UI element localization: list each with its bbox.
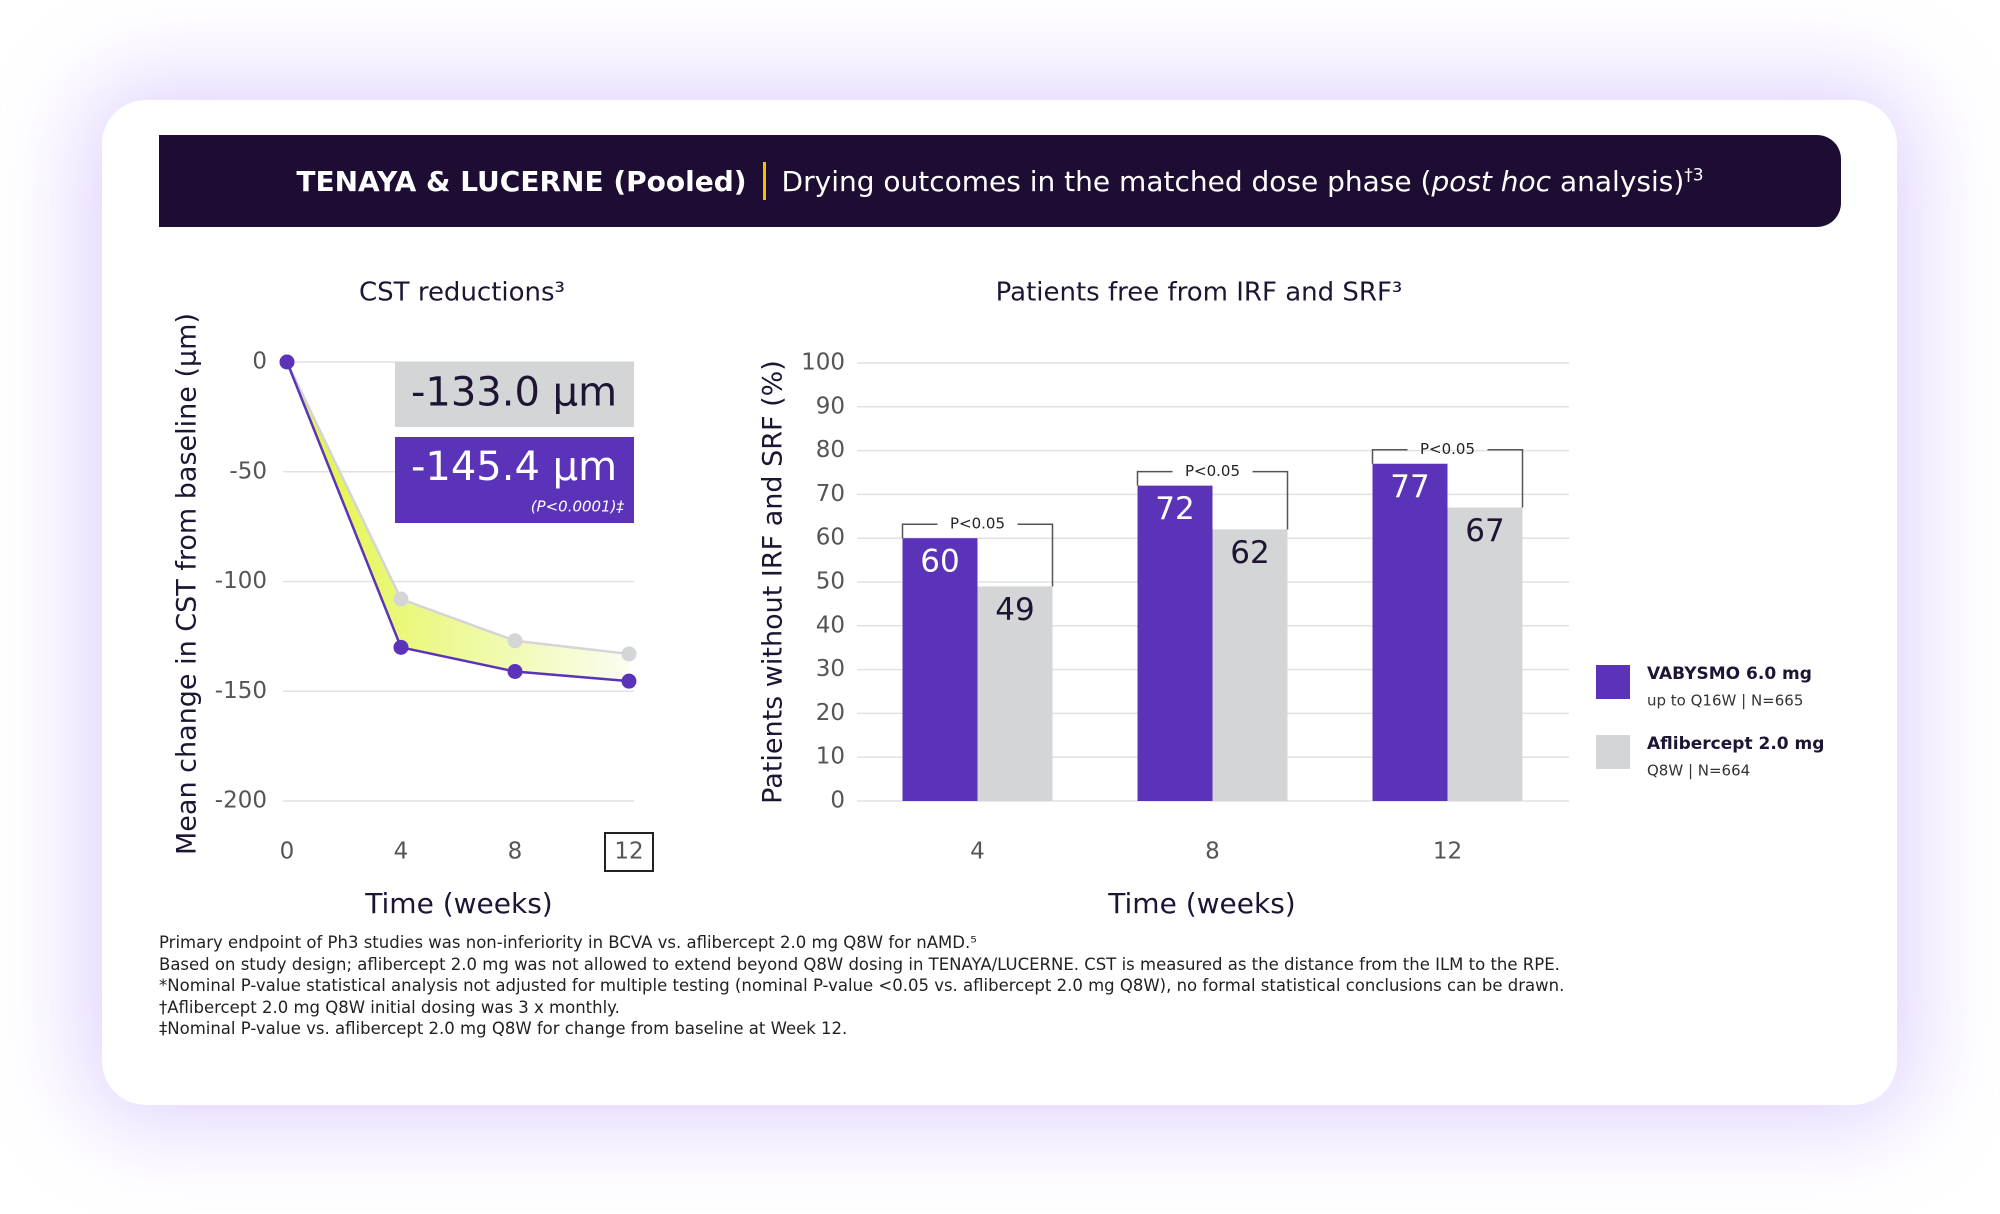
x-tick-label: 12	[1433, 839, 1462, 865]
significance-bracket	[901, 523, 1054, 587]
footnote: Primary endpoint of Ph3 studies was non-…	[159, 933, 977, 952]
footnotes: Primary endpoint of Ph3 studies was non-…	[159, 932, 1564, 1040]
footnote: †Aflibercept 2.0 mg Q8W initial dosing w…	[159, 997, 620, 1017]
y-tick-label: 90	[816, 393, 845, 419]
x-axis-label: Time (weeks)	[364, 887, 552, 920]
data-point	[621, 646, 637, 662]
significance-label: P<0.05	[1185, 462, 1240, 480]
subtitle-italic: post hoc	[1431, 164, 1552, 198]
y-tick-label: -200	[215, 788, 267, 814]
y-tick-label: 10	[816, 744, 845, 770]
bar	[1137, 485, 1213, 801]
y-tick-label: 30	[816, 656, 845, 682]
x-tick-label: 8	[1205, 839, 1220, 865]
data-point	[507, 633, 523, 649]
data-point	[393, 639, 409, 655]
value-label: 60	[920, 544, 959, 580]
subtitle-sup: †3	[1684, 165, 1704, 186]
difference-area	[287, 362, 629, 682]
callout-note: (P<0.0001)‡	[531, 498, 625, 516]
x-tick-label: 8	[508, 839, 523, 865]
bar	[1372, 463, 1448, 801]
y-tick-label: -150	[215, 678, 267, 704]
bar	[1447, 507, 1523, 801]
value-label: 77	[1390, 469, 1429, 505]
y-tick-label: 80	[816, 437, 845, 463]
value-label: 67	[1465, 513, 1504, 549]
y-tick-label: 70	[816, 481, 845, 507]
bar	[977, 586, 1053, 801]
legend-name: VABYSMO 6.0 mg	[1647, 664, 1812, 684]
bar	[1212, 529, 1288, 801]
y-tick-label: -50	[229, 458, 267, 484]
legend-description: Q8W | N=664	[1647, 762, 1750, 780]
chart-title: Patients free from IRF and SRF³	[996, 278, 1403, 308]
significance-bracket	[1136, 470, 1289, 530]
data-point	[507, 663, 523, 679]
series-line	[285, 361, 630, 683]
callout-label: -133.0 µm	[411, 370, 617, 416]
bar	[902, 538, 978, 801]
legend-name: Aflibercept 2.0 mg	[1647, 734, 1824, 754]
y-tick-label: 0	[830, 788, 845, 814]
y-axis-label: Mean change in CST from baseline (µm)	[172, 313, 203, 855]
y-axis-label: Patients without IRF and SRF (%)	[758, 360, 789, 804]
data-point	[279, 354, 295, 370]
significance-label: P<0.05	[950, 515, 1005, 533]
significance-bracket	[1371, 448, 1524, 508]
callout-box	[395, 437, 634, 523]
x-tick-label: 0	[280, 839, 295, 865]
legend-description: up to Q16W | N=665	[1647, 692, 1803, 710]
footnote: ‡Nominal P-value vs. aflibercept 2.0 mg …	[159, 1019, 848, 1039]
callout-label: -145.4 µm	[411, 444, 617, 490]
significance-label: P<0.05	[1420, 440, 1475, 458]
subtitle-text: Drying outcomes in the matched dose phas…	[781, 164, 1432, 198]
y-tick-label: 100	[801, 350, 845, 376]
separator	[762, 162, 766, 200]
data-point	[621, 673, 637, 689]
chart-title: CST reductions³	[359, 278, 565, 308]
x-tick-label: 12	[614, 839, 643, 865]
header-title: TENAYA & LUCERNE (Pooled)	[296, 164, 747, 198]
callout-box	[395, 362, 634, 427]
legend-swatch	[1596, 735, 1630, 769]
series-line	[285, 361, 630, 656]
subtitle-text: analysis)	[1551, 164, 1685, 198]
value-label: 62	[1230, 535, 1269, 571]
x-axis-label: Time (weeks)	[1107, 887, 1295, 920]
y-tick-label: 20	[816, 700, 845, 726]
data-point	[393, 591, 409, 607]
header: TENAYA & LUCERNE (Pooled) Drying outcome…	[159, 135, 1841, 227]
header-subtitle: Drying outcomes in the matched dose phas…	[782, 165, 1704, 198]
footnote: *Nominal P-value statistical analysis no…	[159, 976, 1565, 996]
x-tick-label: 4	[394, 839, 409, 865]
y-tick-label: -100	[215, 568, 267, 594]
y-tick-label: 40	[816, 612, 845, 638]
y-tick-label: 60	[816, 525, 845, 551]
legend-swatch	[1596, 665, 1630, 699]
y-tick-label: 0	[252, 349, 267, 375]
value-label: 49	[995, 592, 1034, 628]
footnote: Based on study design; aflibercept 2.0 m…	[159, 954, 1560, 974]
x-tick-label: 4	[970, 839, 985, 865]
tick-highlight	[604, 832, 654, 872]
y-tick-label: 50	[816, 569, 845, 595]
value-label: 72	[1155, 491, 1194, 527]
